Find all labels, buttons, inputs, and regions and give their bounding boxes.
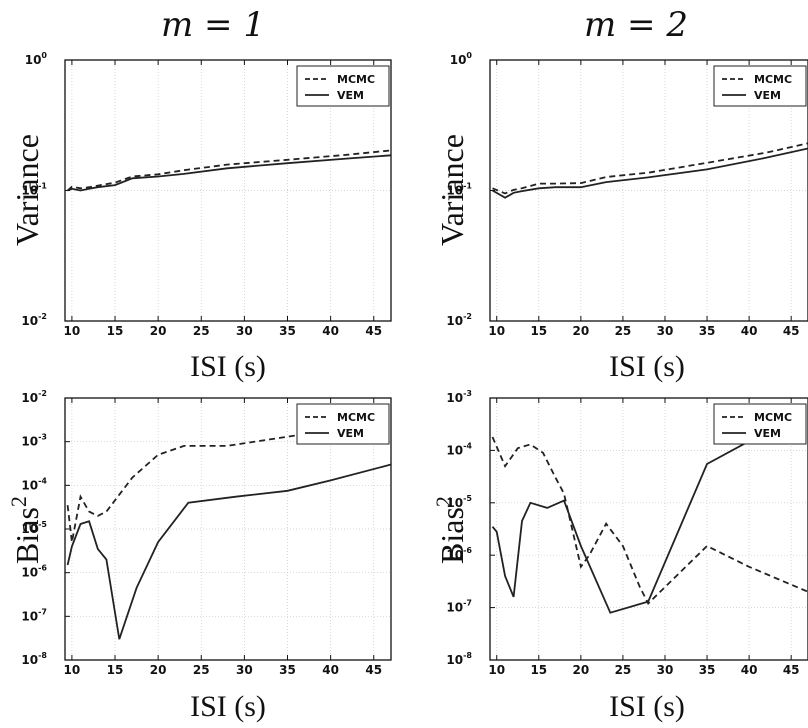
y-tick-label: 10-4	[21, 476, 47, 492]
legend-label-vem: VEM	[337, 427, 364, 440]
x-tick-label: 35	[279, 663, 296, 677]
x-tick-label: 20	[573, 324, 590, 338]
x-axis-label: ISI (s)	[609, 350, 685, 383]
x-tick-label: 20	[150, 663, 167, 677]
x-tick-label: 35	[699, 324, 716, 338]
legend-label-vem: VEM	[337, 89, 364, 102]
legend-label-mcmc: MCMC	[337, 411, 375, 424]
x-tick-label: 25	[193, 324, 210, 338]
x-tick-label: 20	[573, 663, 590, 677]
x-tick-label: 45	[365, 324, 382, 338]
x-axis-label: ISI (s)	[609, 690, 685, 723]
x-tick-label: 35	[279, 324, 296, 338]
series-line-vem	[492, 147, 808, 199]
x-tick-label: 15	[530, 663, 547, 677]
series-line-vem	[67, 154, 391, 192]
series-line-mcmc	[66, 429, 331, 543]
panel-bias-m2: 10 15 20 25 30 35 40 4510-810-710-610-510-410-3…	[431, 389, 808, 723]
x-tick-label: 10	[64, 663, 81, 677]
panel-bias-m1: 10 15 20 25 30 35 40 4510-810-710-610-510-410-3…	[6, 389, 392, 723]
x-tick-label: 30	[657, 663, 674, 677]
x-tick-label: 15	[107, 324, 124, 338]
legend-label-mcmc: MCMC	[754, 73, 792, 86]
y-axis-label: Bias2	[6, 496, 45, 564]
series-line-mcmc	[67, 149, 391, 192]
legend-box	[296, 65, 390, 107]
x-tick-label: 25	[193, 663, 210, 677]
y-axis-label: Variance	[434, 134, 470, 246]
x-tick-label: 40	[322, 663, 339, 677]
x-tick-label: 30	[236, 663, 253, 677]
x-axis-label: ISI (s)	[190, 690, 266, 723]
y-axis-label: Variance	[9, 134, 45, 246]
x-tick-label: 45	[783, 324, 800, 338]
legend-label-mcmc: MCMC	[337, 73, 375, 86]
x-tick-label: 40	[322, 324, 339, 338]
x-tick-label: 40	[741, 663, 758, 677]
legend-box	[713, 65, 807, 107]
series-line-vem	[66, 463, 391, 640]
x-axis-label: ISI (s)	[190, 350, 266, 383]
series-line-mcmc	[492, 142, 808, 195]
x-tick-label: 45	[783, 663, 800, 677]
y-tick-label: 10-7	[21, 607, 47, 623]
plot-frame	[64, 397, 392, 661]
y-tick-label: 10-4	[446, 441, 472, 457]
plot-frame	[489, 397, 808, 661]
chart-title-left: m = 1	[161, 5, 265, 45]
y-tick-label: 10-7	[446, 599, 472, 615]
chart-title-right: m = 2	[584, 5, 688, 45]
y-tick-label: 10-3	[446, 389, 472, 405]
y-tick-label: 10-3	[21, 433, 47, 449]
x-tick-label: 10	[64, 324, 81, 338]
series-line-vem	[491, 433, 767, 614]
x-tick-label: 15	[107, 663, 124, 677]
plot-frame	[64, 59, 392, 322]
x-tick-label: 30	[236, 324, 253, 338]
y-tick-label: 10-2	[446, 312, 472, 328]
x-tick-label: 10	[488, 324, 505, 338]
y-tick-label: 100	[25, 51, 48, 67]
legend-label-vem: VEM	[754, 89, 781, 102]
x-tick-label: 45	[365, 663, 382, 677]
x-tick-label: 15	[530, 324, 547, 338]
x-tick-label: 30	[657, 324, 674, 338]
y-tick-label: 10-8	[446, 651, 472, 667]
y-tick-label: 10-8	[21, 651, 47, 667]
x-tick-label: 10	[488, 663, 505, 677]
x-tick-label: 35	[699, 663, 716, 677]
y-tick-label: 10-2	[21, 312, 47, 328]
x-tick-label: 25	[615, 663, 632, 677]
plot-frame	[489, 59, 808, 322]
x-tick-label: 40	[741, 324, 758, 338]
x-tick-label: 25	[615, 324, 632, 338]
legend-box	[296, 403, 390, 445]
y-tick-label: 10-2	[21, 389, 47, 405]
legend-box	[713, 403, 807, 445]
series-line-mcmc	[491, 436, 808, 606]
y-axis-label: Bias2	[431, 496, 470, 564]
y-tick-label: 10-6	[21, 564, 47, 580]
y-tick-label: 100	[450, 51, 473, 67]
legend-label-mcmc: MCMC	[754, 411, 792, 424]
legend-label-vem: VEM	[754, 427, 781, 440]
x-tick-label: 20	[150, 324, 167, 338]
